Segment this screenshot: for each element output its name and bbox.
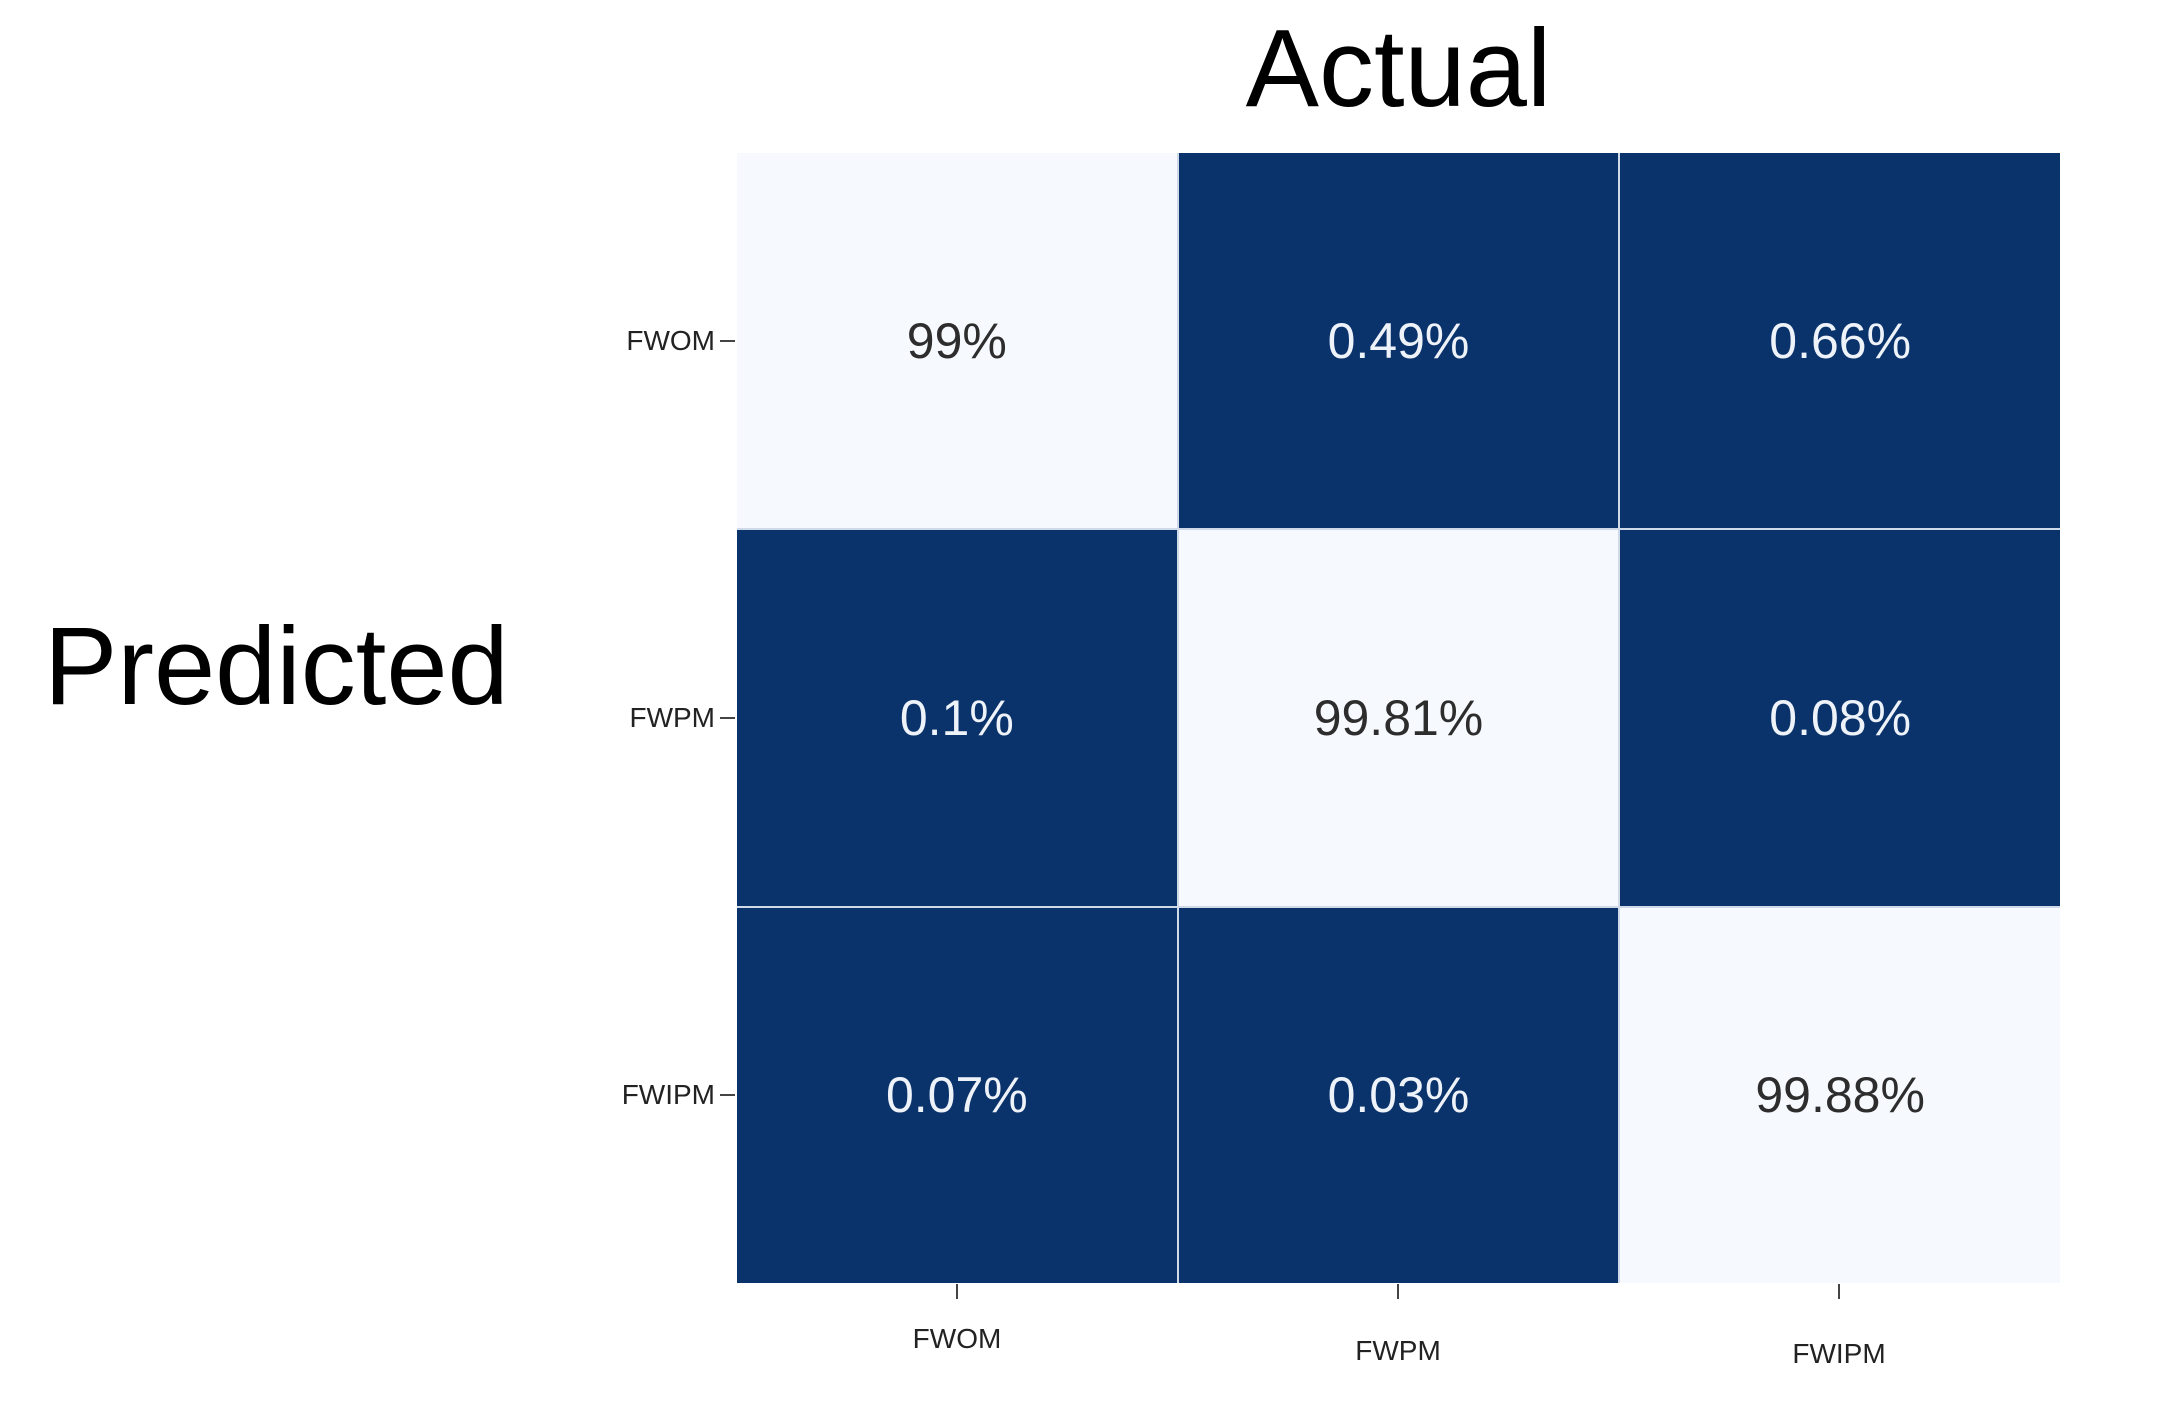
y-axis-title: Predicted <box>44 605 509 728</box>
cell-value-label: 0.1% <box>899 689 1014 746</box>
x-tick-mark <box>1838 1284 1840 1299</box>
y-tick-mark <box>720 340 735 342</box>
x-tick-label-fwom: FWOM <box>912 1323 1002 1354</box>
heatmap-cell-fwpm-fwom: 0.1% <box>737 530 1177 906</box>
heatmap-cell-fwpm-fwipm: 0.08% <box>1620 530 2060 906</box>
cell-value-label: 0.03% <box>1327 1067 1470 1124</box>
figure-title: Actual <box>1245 7 1552 130</box>
cell-value-label: 0.07% <box>885 1067 1028 1124</box>
y-tick-label-fwom: FWOM <box>626 325 715 356</box>
heatmap-grid: 99% 0.49% 0.66% 0.1% 99.81% 0.08% 0.07% 0.03% 99… <box>737 153 2060 1283</box>
heatmap-cell-fwipm-fwipm: 99.88% <box>1620 907 2060 1283</box>
cell-value-label: 99% <box>906 312 1007 369</box>
y-tick-label-fwipm: FWIPM <box>621 1079 715 1110</box>
cell-value-label: 99.81% <box>1313 689 1484 746</box>
heatmap-cell-fwom-fwom: 99% <box>737 153 1177 529</box>
x-tick-mark <box>956 1284 958 1299</box>
y-tick-label-fwpm: FWPM <box>629 702 715 733</box>
y-tick-mark <box>720 717 735 719</box>
heatmap-cell-fwom-fwpm: 0.49% <box>1178 153 1619 529</box>
cell-value-label: 99.88% <box>1755 1067 1925 1124</box>
heatmap-cell-fwom-fwipm: 0.66% <box>1620 153 2060 529</box>
heatmap-cell-fwipm-fwom: 0.07% <box>737 907 1177 1283</box>
x-tick-mark <box>1397 1284 1399 1299</box>
cell-value-label: 0.66% <box>1769 312 1912 369</box>
x-tick-label-fwpm: FWPM <box>1355 1335 1441 1366</box>
heatmap-cell-fwipm-fwpm: 0.03% <box>1178 907 1619 1283</box>
y-tick-mark <box>720 1094 735 1096</box>
cell-value-label: 0.49% <box>1327 312 1470 369</box>
heatmap-cell-fwpm-fwpm: 99.81% <box>1178 530 1619 906</box>
x-tick-label-fwipm: FWIPM <box>1792 1338 1886 1369</box>
cell-value-label: 0.08% <box>1769 689 1912 746</box>
